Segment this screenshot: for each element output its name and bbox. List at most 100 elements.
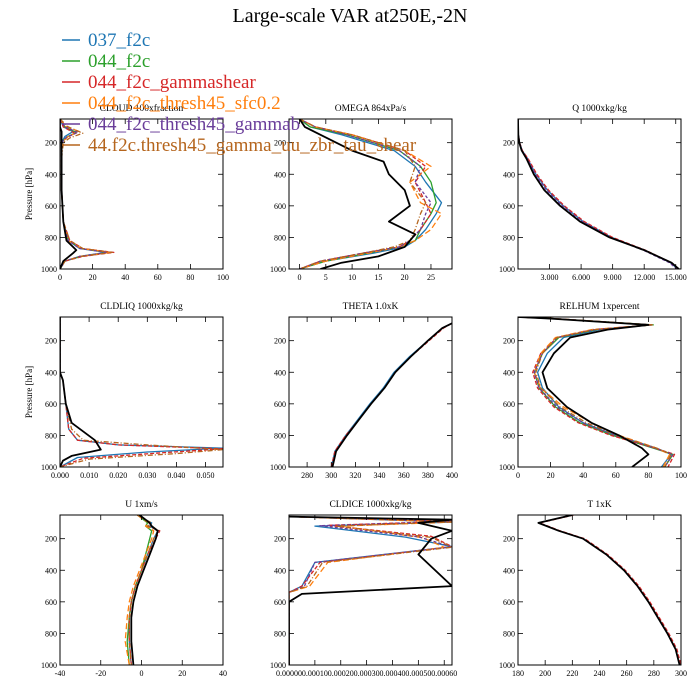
y-tick-label: 800	[45, 431, 57, 440]
x-tick-label: 60	[154, 273, 162, 282]
x-tick-label: 40	[121, 273, 129, 282]
series-line-6	[60, 119, 78, 269]
panel-1: 0 5 10 15 20 25 200 400 600 800 1000 OMEGA 864xPa/s	[270, 104, 453, 282]
series-line-2	[330, 322, 452, 467]
y-tick-label: 600	[274, 598, 286, 607]
plot-frame	[517, 316, 682, 468]
x-tick-label: -20	[95, 669, 106, 678]
y-tick-label: 800	[274, 431, 286, 440]
x-tick-label: 100	[675, 471, 687, 480]
y-tick-label: 600	[45, 400, 57, 409]
y-tick-label: 400	[503, 566, 515, 575]
series-line-0	[299, 119, 443, 269]
y-tick-label: 400	[503, 368, 515, 377]
y-tick-label: 600	[503, 400, 515, 409]
series-line-6	[60, 317, 102, 467]
panel-5: 0 20 40 60 80 100 200 400 600 800 1000 RELHUM 1xper…	[499, 302, 687, 480]
y-tick-label: 800	[274, 629, 286, 638]
x-tick-label: 40	[219, 669, 227, 678]
y-tick-label: 400	[274, 170, 286, 179]
x-tick-label: 20	[178, 669, 186, 678]
y-axis-label: Pressure [hPa]	[24, 168, 34, 220]
series-line-5	[60, 317, 223, 467]
x-tick-label: 0.00000	[276, 669, 302, 678]
y-tick-label: 600	[274, 400, 286, 409]
panel-title: U 1xm/s	[125, 500, 158, 510]
panel-title: CLDLIQ 1000xkg/kg	[100, 302, 183, 312]
y-tick-label: 600	[274, 202, 286, 211]
panel-title: RELHUM 1xpercent	[560, 302, 640, 312]
series-line-5	[518, 317, 672, 467]
series-group	[518, 119, 680, 269]
x-tick-label: 180	[512, 669, 524, 678]
x-tick-label: 20	[401, 273, 409, 282]
x-tick-label: 400	[446, 471, 458, 480]
series-line-4	[299, 119, 432, 269]
x-tick-label: 0.00060	[431, 669, 457, 678]
series-line-0	[330, 322, 452, 467]
series-group	[537, 515, 681, 665]
panel-0: 0 20 40 60 80 100 200 400 600 800 1000 CLOUD 100xfr…	[24, 103, 229, 282]
series-line-5	[289, 515, 452, 665]
y-tick-label: 800	[503, 431, 515, 440]
panel-title: CLOUD 100xfraction	[100, 103, 184, 114]
x-tick-label: 0.000	[51, 471, 69, 480]
x-tick-label: 0.00010	[302, 669, 328, 678]
y-tick-label: 200	[45, 535, 57, 544]
panel-title: CLDICE 1000xkg/kg	[329, 500, 411, 510]
panel-2: 3.000 6.000 9.000 12.000 15.000 200 400 600 800 1…	[499, 104, 687, 282]
x-tick-label: 340	[374, 471, 386, 480]
panel-title: OMEGA 864xPa/s	[335, 104, 407, 114]
y-tick-label: 400	[274, 368, 286, 377]
y-tick-label: 600	[45, 598, 57, 607]
series-line-4	[518, 317, 674, 467]
series-line-0	[537, 515, 681, 665]
y-tick-label: 400	[45, 170, 57, 179]
y-tick-label: 400	[45, 368, 57, 377]
legend-label: 044_f2c_thresh45_sfc0.2	[88, 93, 281, 114]
x-tick-label: 3.000	[541, 273, 559, 282]
legend: 037_f2c044_f2c044_f2c_gammashear044_f2c_…	[62, 30, 417, 156]
x-tick-label: 0	[140, 669, 144, 678]
panel-3: 0.000 0.010 0.020 0.030 0.040 0.050 200 400 600 8…	[24, 302, 224, 480]
x-tick-label: 20	[547, 471, 555, 480]
series-group	[518, 317, 676, 467]
y-tick-label: 200	[274, 337, 286, 346]
legend-label: 044_f2c	[88, 51, 150, 72]
y-tick-label: 200	[503, 337, 515, 346]
legend-label: 044_f2c_gammashear	[88, 72, 256, 93]
plot-frame	[517, 514, 682, 666]
y-tick-label: 400	[45, 566, 57, 575]
panel-title: T 1xK	[587, 500, 612, 510]
y-tick-label: 800	[45, 233, 57, 242]
x-tick-label: 360	[398, 471, 410, 480]
x-tick-label: 0.050	[197, 471, 215, 480]
series-line-2	[289, 515, 452, 665]
panel-8: 180 200 220 240 260 280 300 200 400 600 800 1000 T 1…	[499, 500, 687, 678]
y-tick-label: 1000	[41, 463, 57, 472]
x-tick-label: 60	[612, 471, 620, 480]
x-tick-label: 0.00020	[328, 669, 354, 678]
x-tick-label: 0.010	[80, 471, 98, 480]
x-tick-label: 0.030	[138, 471, 156, 480]
plot-frame	[59, 316, 224, 468]
y-tick-label: 400	[274, 566, 286, 575]
plot-frame	[288, 316, 453, 468]
y-tick-label: 200	[274, 535, 286, 544]
panel-7: 0.00000 0.00010 0.00020 0.00030 0.00040 0.000…	[270, 500, 457, 678]
plot-frame	[59, 118, 224, 270]
panel-4: 280 300 320 340 360 380 400 200 400 600 800 1000 THE…	[270, 302, 458, 480]
x-tick-label: 20	[89, 273, 97, 282]
series-line-1	[299, 119, 437, 269]
y-tick-label: 600	[503, 598, 515, 607]
x-tick-label: 380	[422, 471, 434, 480]
legend-label: 037_f2c	[88, 30, 150, 51]
x-tick-label: 0.00040	[379, 669, 405, 678]
y-tick-label: 200	[45, 139, 57, 148]
figure-title: Large-scale VAR at250E,-2N	[233, 5, 468, 27]
x-tick-label: 260	[621, 669, 633, 678]
panel-title: Q 1000xkg/kg	[572, 104, 627, 114]
series-line-2	[518, 317, 676, 467]
series-line-5	[128, 515, 159, 665]
